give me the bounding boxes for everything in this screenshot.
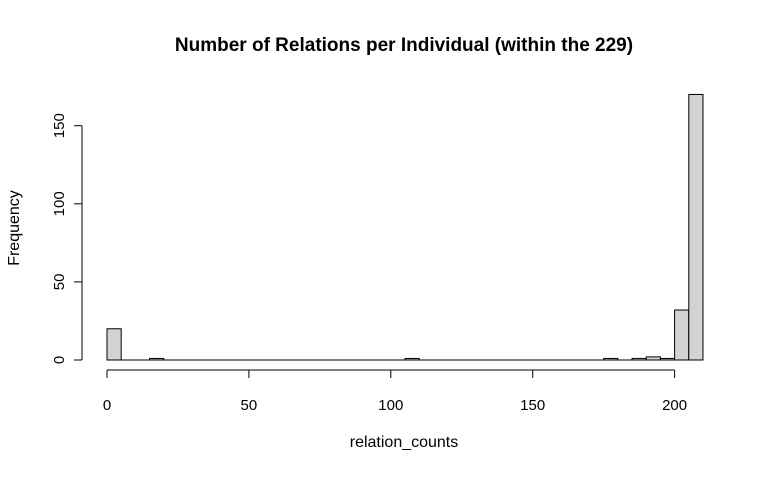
x-tick-label: 0	[103, 397, 111, 414]
y-axis: 0 50 100 150	[51, 113, 82, 364]
x-tick-label: 100	[378, 397, 403, 414]
y-tick-label: 0	[51, 356, 68, 364]
histogram-bars	[107, 94, 703, 360]
histogram-bar	[632, 358, 646, 360]
histogram-bar	[604, 358, 618, 360]
histogram-bar	[150, 358, 164, 360]
y-axis-label: Frequency	[6, 190, 23, 266]
x-tick-label: 200	[662, 397, 687, 414]
histogram-bar	[689, 94, 703, 360]
histogram-bar	[405, 358, 419, 360]
chart-title: Number of Relations per Individual (with…	[175, 35, 633, 56]
histogram-bar	[660, 358, 674, 360]
x-tick-label: 150	[520, 397, 545, 414]
x-axis: 0 50 100 150 200	[103, 370, 687, 414]
x-tick-label: 50	[241, 397, 258, 414]
histogram-bar	[646, 357, 660, 360]
histogram-bar	[107, 329, 121, 360]
x-axis-label: relation_counts	[350, 434, 459, 451]
y-tick-label: 50	[51, 274, 68, 291]
histogram-bar	[675, 310, 689, 360]
y-tick-label: 150	[51, 113, 68, 138]
y-tick-label: 100	[51, 191, 68, 216]
